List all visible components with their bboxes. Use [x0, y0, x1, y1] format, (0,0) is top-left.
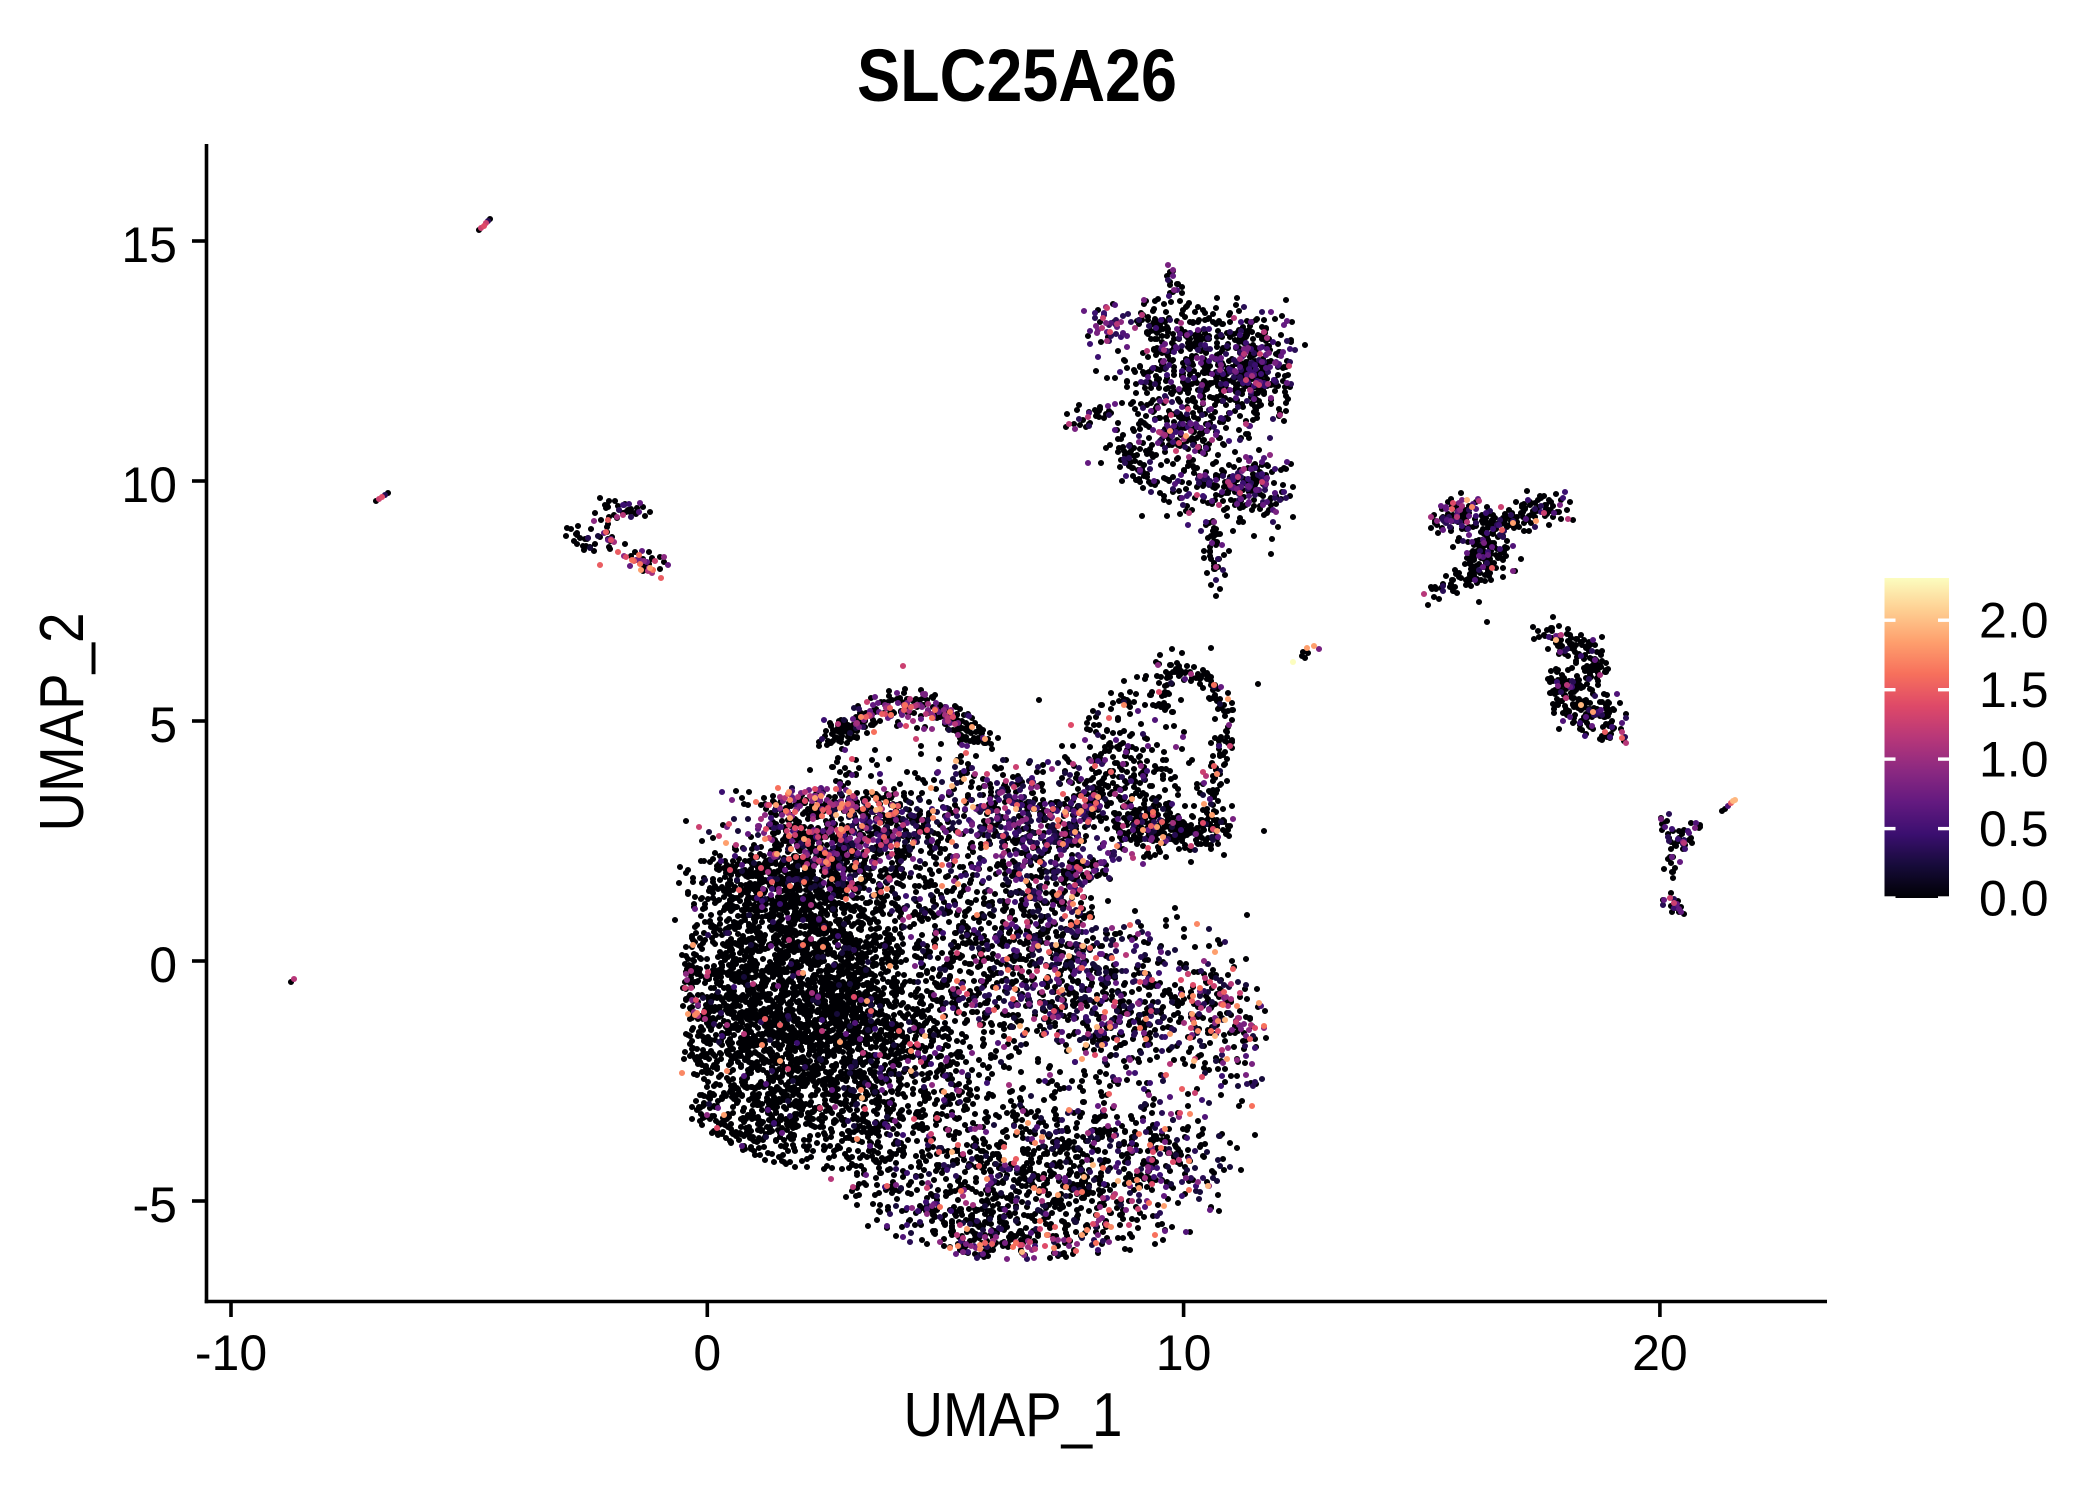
svg-text:UMAP_2: UMAP_2	[28, 613, 97, 832]
svg-text:10: 10	[1156, 1325, 1212, 1381]
svg-text:0: 0	[693, 1325, 721, 1381]
svg-text:1.5: 1.5	[1979, 662, 2049, 718]
svg-text:UMAP_1: UMAP_1	[904, 1381, 1123, 1450]
svg-text:0.5: 0.5	[1979, 801, 2049, 857]
svg-text:SLC25A26: SLC25A26	[857, 34, 1177, 117]
svg-text:2.0: 2.0	[1979, 593, 2049, 649]
svg-text:0: 0	[149, 937, 177, 993]
svg-text:0.0: 0.0	[1979, 871, 2049, 927]
svg-text:15: 15	[121, 217, 177, 273]
svg-text:1.0: 1.0	[1979, 732, 2049, 788]
svg-text:-5: -5	[133, 1177, 177, 1233]
svg-text:5: 5	[149, 697, 177, 753]
svg-text:-10: -10	[195, 1325, 267, 1381]
svg-text:10: 10	[121, 457, 177, 513]
svg-text:20: 20	[1632, 1325, 1688, 1381]
